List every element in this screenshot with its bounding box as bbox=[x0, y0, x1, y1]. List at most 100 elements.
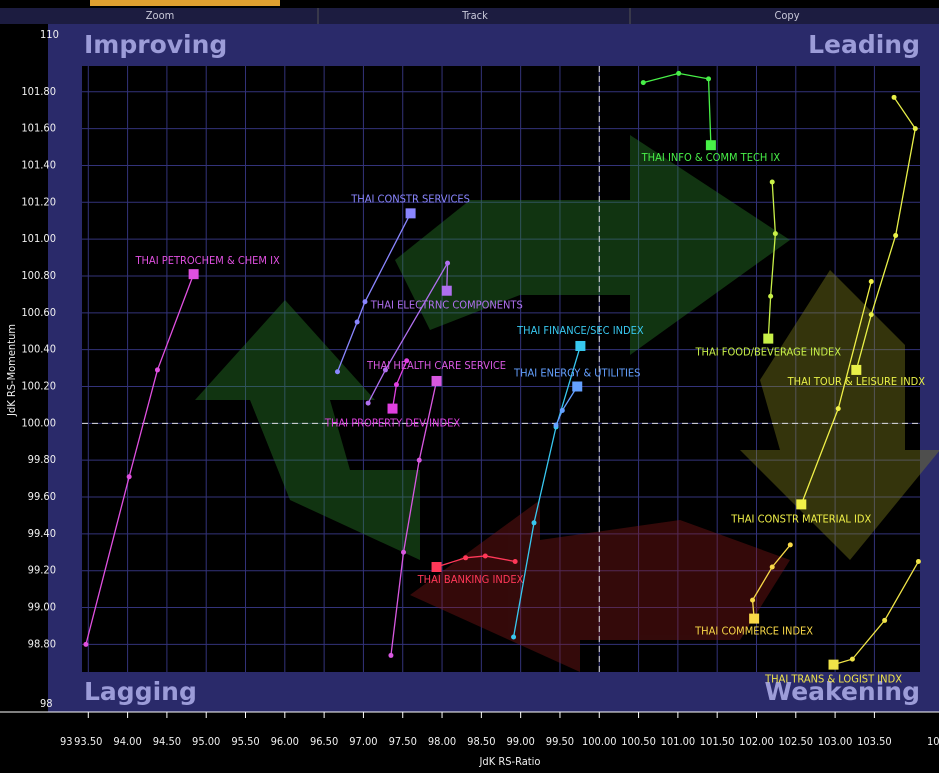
current-point bbox=[851, 364, 862, 375]
y-tick-label: 100.20 bbox=[21, 379, 56, 392]
quadrant-label: Leading bbox=[808, 30, 920, 59]
trail bbox=[336, 213, 412, 373]
trail-point bbox=[126, 474, 132, 480]
arrow bbox=[740, 270, 939, 560]
trail-point bbox=[388, 652, 394, 658]
current-point bbox=[431, 375, 442, 386]
trail-point bbox=[416, 457, 422, 463]
trail-point bbox=[83, 641, 89, 647]
y-end-label: 110 bbox=[40, 28, 59, 41]
x-tick-label: 101.50 bbox=[700, 735, 735, 748]
series-label: THAI FINANCE/SEC INDEX bbox=[516, 324, 644, 337]
quadrant-label: Weakening bbox=[765, 677, 920, 706]
series-label: THAI ELECTRNC COMPONENTS bbox=[370, 299, 523, 312]
series-label: THAI PETROCHEM & CHEM IX bbox=[134, 254, 280, 267]
y-tick-label: 100.60 bbox=[21, 306, 56, 319]
y-tick-label: 100.80 bbox=[21, 269, 56, 282]
trail-point bbox=[334, 369, 340, 375]
y-tick-label: 99.60 bbox=[28, 490, 56, 503]
series-label: THAI PROPERTY DEV INDEX bbox=[324, 417, 460, 430]
trail bbox=[643, 72, 712, 146]
y-tick-label: 101.00 bbox=[21, 232, 56, 245]
trail-point bbox=[445, 260, 451, 266]
x-tick-label: 96.50 bbox=[310, 735, 338, 748]
current-point bbox=[405, 208, 416, 219]
trail bbox=[85, 273, 195, 645]
trail-point bbox=[849, 656, 855, 662]
trail-point bbox=[482, 553, 488, 559]
x-tick-label: 98.50 bbox=[467, 735, 495, 748]
arrow bbox=[195, 300, 420, 560]
zoom-button[interactable]: Zoom bbox=[146, 9, 175, 22]
y-tick-label: 99.00 bbox=[28, 601, 56, 614]
x-tick-label: 96.00 bbox=[271, 735, 299, 748]
y-tick-label: 98.80 bbox=[28, 637, 56, 650]
trail-point bbox=[365, 400, 371, 406]
x-tick-label: 94.00 bbox=[113, 735, 141, 748]
y-tick-label: 99.40 bbox=[28, 527, 56, 540]
trail-point bbox=[463, 555, 469, 561]
trail-point bbox=[553, 422, 559, 428]
trail-point bbox=[835, 406, 841, 412]
series-label: THAI BANKING INDEX bbox=[417, 573, 524, 586]
y-tick-label: 100.40 bbox=[21, 343, 56, 356]
arrow bbox=[410, 500, 790, 672]
current-point bbox=[749, 613, 760, 624]
y-tick-label: 101.60 bbox=[21, 122, 56, 135]
x-tick-label: 95.00 bbox=[192, 735, 220, 748]
trail-point bbox=[868, 279, 874, 285]
trail-point bbox=[912, 126, 918, 132]
current-point bbox=[441, 285, 452, 296]
x-tick-label: 100.00 bbox=[582, 735, 617, 748]
trail-point bbox=[769, 564, 775, 570]
y-tick-label: 101.20 bbox=[21, 195, 56, 208]
toolbar-accent bbox=[90, 0, 280, 6]
trail bbox=[751, 544, 791, 619]
trail-point bbox=[915, 558, 921, 564]
x-tick-label: 103.50 bbox=[857, 735, 892, 748]
x-tick-label: 95.50 bbox=[231, 735, 259, 748]
x-tick-label: 97.00 bbox=[349, 735, 377, 748]
quadrant-label: Improving bbox=[84, 30, 227, 59]
trail bbox=[767, 182, 777, 339]
series-label: THAI TOUR & LEISURE INDX bbox=[787, 375, 926, 388]
trail-point bbox=[891, 94, 897, 100]
trail-point bbox=[531, 520, 537, 526]
current-point bbox=[431, 562, 442, 573]
trail-point bbox=[512, 558, 518, 564]
x-tick-label: 93.50 bbox=[74, 735, 102, 748]
y-tick-label: 101.80 bbox=[21, 85, 56, 98]
trail-point bbox=[404, 358, 410, 364]
trail bbox=[833, 561, 919, 666]
series-label: THAI CONSTR SERVICES bbox=[350, 192, 470, 205]
y-tick-label: 99.20 bbox=[28, 564, 56, 577]
x-tick-label: 102.00 bbox=[739, 735, 774, 748]
trail-point bbox=[511, 634, 517, 640]
trail-point bbox=[559, 407, 565, 413]
trail-point bbox=[868, 312, 874, 318]
toolbar bbox=[0, 8, 939, 24]
x-end-label: 93 bbox=[60, 735, 73, 748]
series-label: THAI FOOD/BEVERAGE INDEX bbox=[694, 346, 841, 359]
series-label: THAI TRANS & LOGIST INDX bbox=[764, 673, 902, 686]
x-tick-label: 103.00 bbox=[818, 735, 853, 748]
track-button[interactable]: Track bbox=[461, 9, 488, 22]
y-tick-label: 100.00 bbox=[21, 416, 56, 429]
series-label: THAI ENERGY & UTILITIES bbox=[513, 366, 640, 379]
y-end-label: 98 bbox=[40, 697, 53, 710]
trail bbox=[390, 380, 438, 656]
trail-point bbox=[787, 542, 793, 548]
trail bbox=[436, 555, 516, 568]
trail-point bbox=[706, 76, 712, 82]
trail bbox=[367, 262, 449, 404]
trail-point bbox=[354, 319, 360, 325]
rotation-arrows bbox=[195, 135, 939, 672]
current-point bbox=[387, 403, 398, 414]
y-tick-label: 99.80 bbox=[28, 453, 56, 466]
current-point bbox=[188, 269, 199, 280]
trail-point bbox=[676, 70, 682, 76]
y-axis-title: JdK RS-Momentum bbox=[5, 324, 18, 417]
copy-button[interactable]: Copy bbox=[774, 9, 799, 22]
x-axis-title: JdK RS-Ratio bbox=[479, 755, 541, 768]
